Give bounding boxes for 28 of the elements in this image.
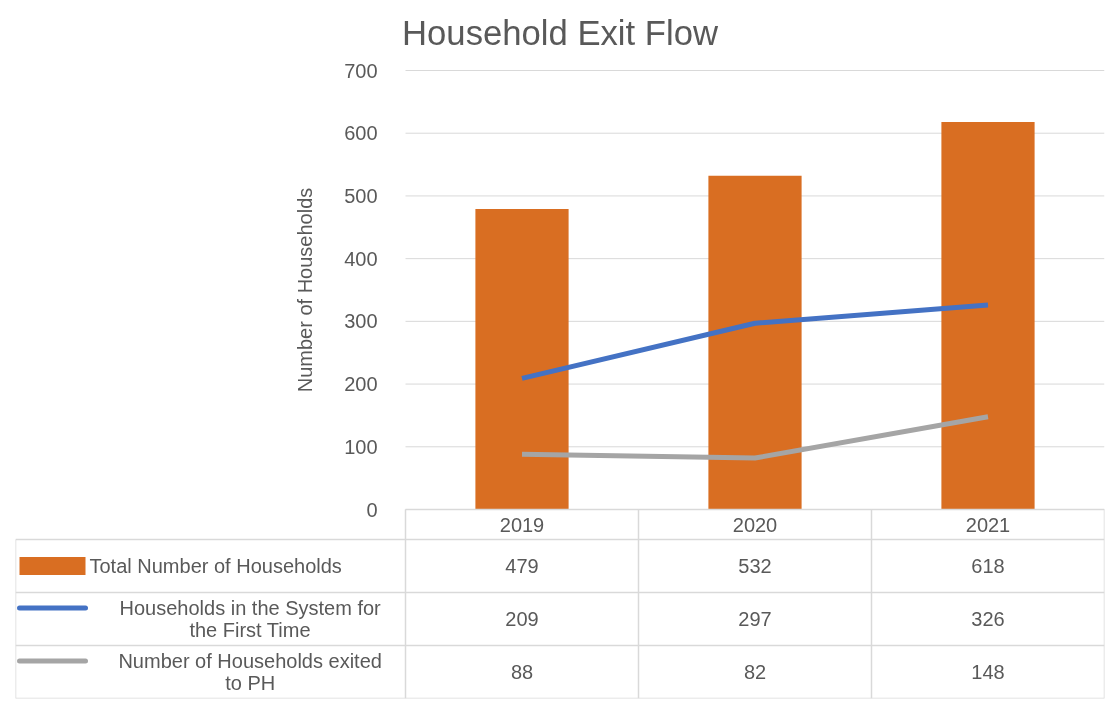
- y-tick-label: 100: [344, 435, 378, 458]
- bar: [708, 175, 802, 510]
- y-tick-label: 0: [366, 498, 378, 521]
- chart-title: Household Exit Flow: [402, 13, 719, 52]
- data-label: 479: [505, 555, 539, 577]
- y-tick-label: 200: [344, 373, 378, 396]
- bar: [941, 121, 1035, 510]
- y-tick-label: 600: [344, 122, 378, 145]
- x-tick-label: 2020: [732, 513, 778, 536]
- bar: [475, 209, 569, 510]
- y-tick-label: 400: [344, 247, 378, 270]
- data-label: 148: [971, 661, 1005, 683]
- x-tick-label: 2019: [499, 513, 545, 536]
- data-label: 618: [971, 555, 1005, 577]
- y-tick-label: 500: [344, 184, 378, 207]
- legend-label: Number of Households exited to PH: [118, 650, 382, 694]
- data-label: 297: [738, 608, 772, 630]
- data-label: 88: [510, 661, 534, 683]
- data-label: 209: [505, 608, 539, 630]
- data-label: 326: [971, 608, 1005, 630]
- y-axis-title: Number of Households: [293, 187, 316, 393]
- data-label: 82: [743, 661, 767, 683]
- legend-label: Total Number of Households: [89, 555, 342, 577]
- x-tick-label: 2021: [965, 513, 1011, 536]
- legend-label: Households in the System for the First Time: [119, 597, 382, 641]
- y-tick-label: 700: [344, 59, 378, 82]
- y-tick-label: 300: [344, 310, 378, 333]
- data-label: 532: [738, 555, 772, 577]
